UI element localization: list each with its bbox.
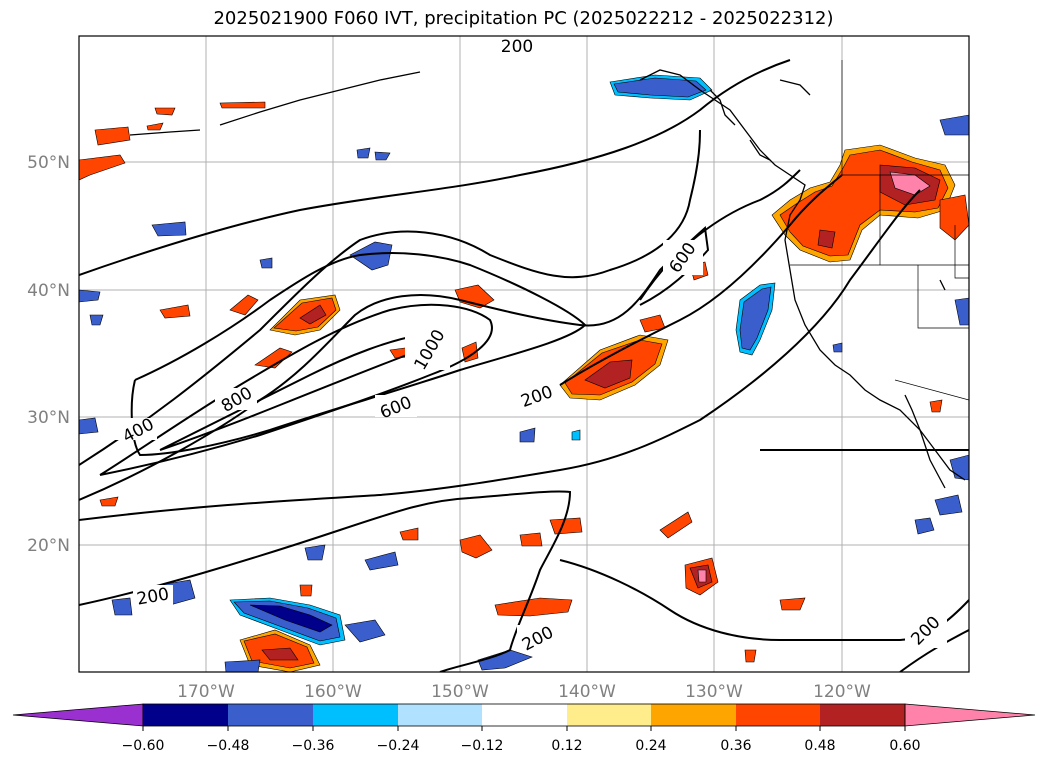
lon-label-170w: 170°W bbox=[177, 682, 235, 702]
state-borders bbox=[790, 60, 969, 401]
lon-labels: 170°W 160°W 150°W 140°W 130°W 120°W bbox=[177, 682, 871, 702]
lat-label-40n: 40°N bbox=[27, 281, 70, 301]
lon-label-140w: 140°W bbox=[558, 682, 616, 702]
lon-label-130w: 130°W bbox=[685, 682, 743, 702]
colorbar-tick-label: 0.24 bbox=[635, 738, 666, 754]
lat-label-30n: 30°N bbox=[27, 408, 70, 428]
coastlines bbox=[129, 69, 966, 489]
contour-labels: 200 400 800 1000 600 600 200 200 200 200 bbox=[115, 36, 947, 655]
colorbar-tick-label: 0.12 bbox=[551, 738, 582, 754]
colorbar-tick-label: −0.60 bbox=[122, 738, 165, 754]
contour-label-200-top: 200 bbox=[501, 37, 533, 57]
colorbar: −0.60 −0.48 −0.36 −0.24 −0.12 0.12 0.24 … bbox=[12, 703, 1036, 754]
colorbar-tick-label: −0.24 bbox=[377, 738, 420, 754]
precip-positive-areas bbox=[79, 101, 969, 672]
colorbar-tick-label: 0.60 bbox=[889, 738, 920, 754]
lat-label-20n: 20°N bbox=[27, 536, 70, 556]
colorbar-tick-label: −0.12 bbox=[461, 738, 504, 754]
colorbar-segment bbox=[567, 704, 651, 726]
colorbar-tick-label: 0.36 bbox=[720, 738, 751, 754]
colorbar-segment bbox=[736, 704, 820, 726]
colorbar-segment bbox=[651, 704, 736, 726]
map-frame bbox=[78, 35, 970, 673]
colorbar-segment bbox=[143, 704, 228, 726]
colorbar-extend-high bbox=[904, 703, 1036, 727]
colorbar-ticks bbox=[142, 726, 906, 731]
lat-labels: 50°N 40°N 30°N 20°N bbox=[27, 153, 70, 556]
colorbar-tick-label: −0.48 bbox=[207, 738, 250, 754]
precip-negative-areas bbox=[79, 74, 969, 672]
colorbar-segment bbox=[313, 704, 398, 726]
map-title: 2025021900 F060 IVT, precipitation PC (2… bbox=[213, 8, 834, 29]
lon-label-150w: 150°W bbox=[431, 682, 489, 702]
lon-label-160w: 160°W bbox=[304, 682, 362, 702]
colorbar-tick-label: 0.48 bbox=[804, 738, 835, 754]
lat-label-50n: 50°N bbox=[27, 153, 70, 173]
colorbar-extend-low bbox=[12, 703, 144, 727]
lon-label-120w: 120°W bbox=[813, 682, 871, 702]
map-area: 200 400 800 1000 600 600 200 200 200 200 bbox=[79, 36, 969, 672]
colorbar-segment bbox=[482, 704, 567, 726]
colorbar-segment bbox=[820, 704, 905, 726]
colorbar-segment bbox=[228, 704, 313, 726]
colorbar-tick-label: −0.36 bbox=[292, 738, 335, 754]
colorbar-segment bbox=[398, 704, 482, 726]
